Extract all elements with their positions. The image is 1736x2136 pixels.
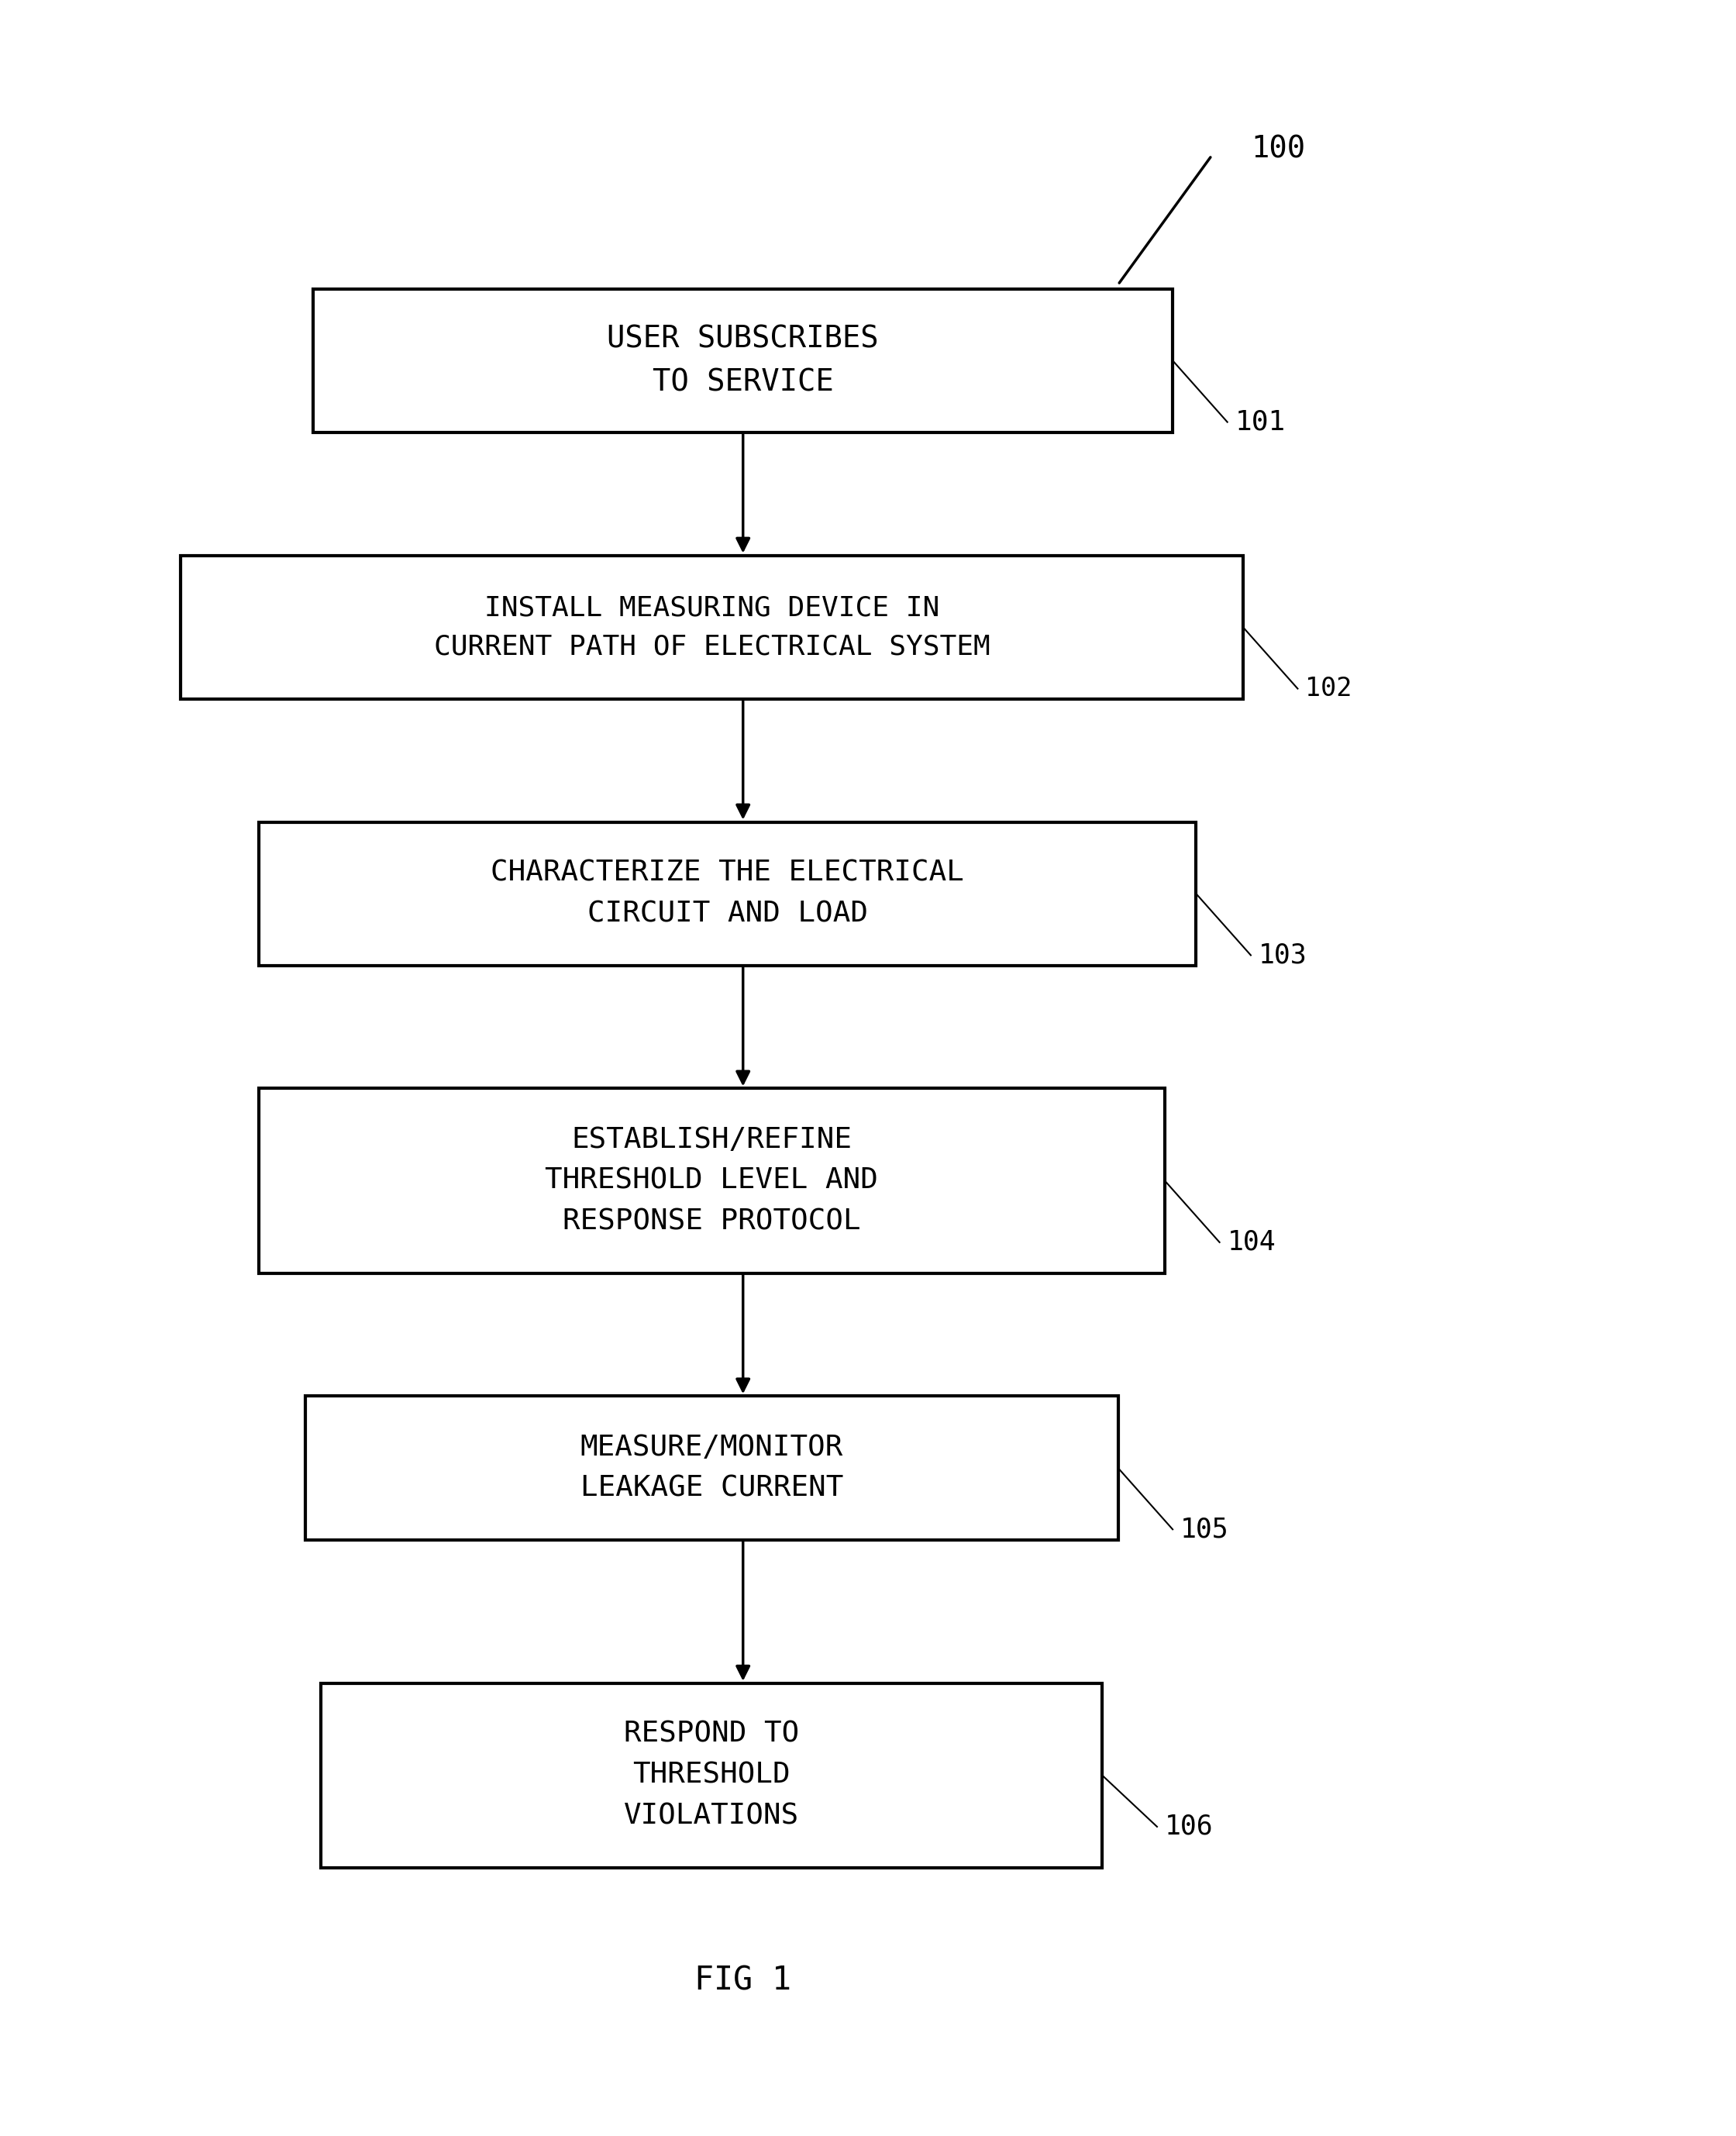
Text: INSTALL MEASURING DEVICE IN
CURRENT PATH OF ELECTRICAL SYSTEM: INSTALL MEASURING DEVICE IN CURRENT PATH… bbox=[434, 594, 990, 660]
Text: 102: 102 bbox=[1305, 675, 1352, 701]
Text: 103: 103 bbox=[1259, 942, 1307, 968]
Text: 105: 105 bbox=[1180, 1517, 1229, 1542]
Text: MEASURE/MONITOR
LEAKAGE CURRENT: MEASURE/MONITOR LEAKAGE CURRENT bbox=[580, 1433, 844, 1502]
Text: CHARACTERIZE THE ELECTRICAL
CIRCUIT AND LOAD: CHARACTERIZE THE ELECTRICAL CIRCUIT AND … bbox=[491, 859, 963, 929]
Text: FIG 1: FIG 1 bbox=[694, 1965, 792, 1997]
FancyBboxPatch shape bbox=[312, 288, 1174, 431]
FancyBboxPatch shape bbox=[321, 1683, 1102, 1867]
Text: 101: 101 bbox=[1236, 408, 1286, 436]
Text: USER SUBSCRIBES
TO SERVICE: USER SUBSCRIBES TO SERVICE bbox=[608, 325, 878, 397]
Text: ESTABLISH/REFINE
THRESHOLD LEVEL AND
RESPONSE PROTOCOL: ESTABLISH/REFINE THRESHOLD LEVEL AND RES… bbox=[545, 1126, 878, 1235]
FancyBboxPatch shape bbox=[181, 555, 1243, 698]
FancyBboxPatch shape bbox=[259, 1089, 1165, 1273]
FancyBboxPatch shape bbox=[306, 1397, 1118, 1540]
Text: 100: 100 bbox=[1250, 135, 1305, 164]
FancyBboxPatch shape bbox=[259, 822, 1196, 965]
Text: RESPOND TO
THRESHOLD
VIOLATIONS: RESPOND TO THRESHOLD VIOLATIONS bbox=[623, 1722, 800, 1831]
Text: 104: 104 bbox=[1227, 1228, 1276, 1256]
Text: 106: 106 bbox=[1165, 1813, 1213, 1839]
